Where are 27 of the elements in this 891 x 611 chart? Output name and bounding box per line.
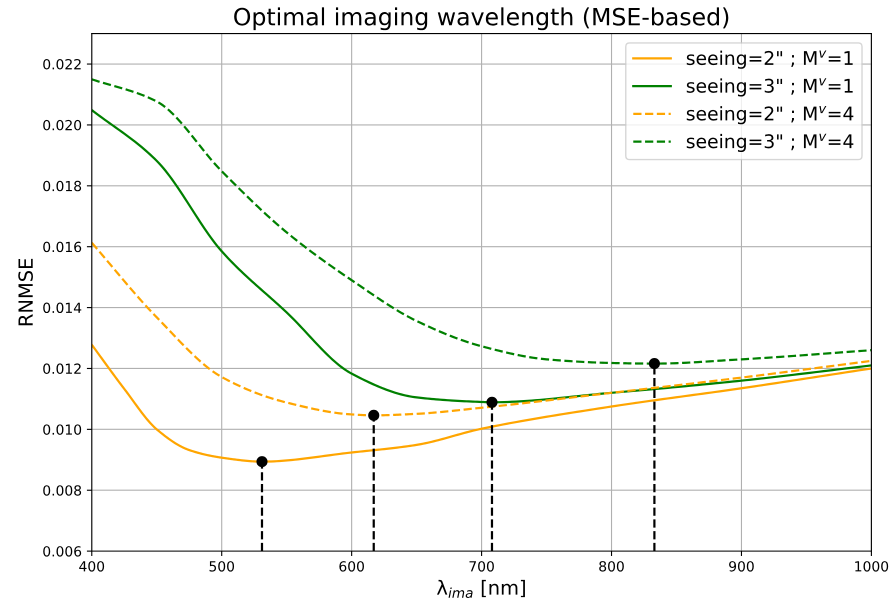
y-tick-label: 0.012 [43, 363, 81, 374]
x-tick-label: 600 [339, 561, 364, 572]
y-tick-label: 0.006 [43, 546, 82, 557]
y-tick-label: 0.010 [43, 424, 82, 435]
chart-title: Optimal imaging wavelength (MSE-based) [234, 7, 728, 30]
point [256, 456, 268, 468]
y-tick-label: 0.020 [43, 120, 82, 130]
point [486, 396, 498, 408]
y-tick-label: 0.014 [43, 302, 82, 314]
y-axis-title: RNMSE [18, 258, 33, 326]
x-tick-label: 1000 [855, 561, 888, 572]
x-tick-label: 900 [729, 561, 754, 572]
x-axis-title: λ$_{ima}$ [nm] [436, 580, 525, 598]
x-tick-label: 400 [79, 561, 104, 572]
x-tick-label: 800 [599, 561, 624, 572]
y-tick-label: 0.022 [43, 59, 81, 70]
y-tick-label: 0.016 [43, 242, 82, 252]
y-tick-label: 0.008 [43, 485, 82, 496]
point [648, 358, 660, 370]
legend-label: seeing=2" ; M$^{v}$=1 [686, 50, 853, 69]
legend-label: seeing=2" ; M$^{v}$=4 [686, 106, 854, 124]
x-tick-label: 700 [469, 561, 494, 572]
legend-label: seeing=3" ; M$^{v}$=1 [686, 78, 853, 96]
point [368, 410, 380, 421]
legend-label: seeing=3" ; M$^{v}$=4 [686, 134, 854, 152]
y-tick-label: 0.018 [43, 180, 82, 192]
x-tick-label: 500 [210, 561, 234, 572]
